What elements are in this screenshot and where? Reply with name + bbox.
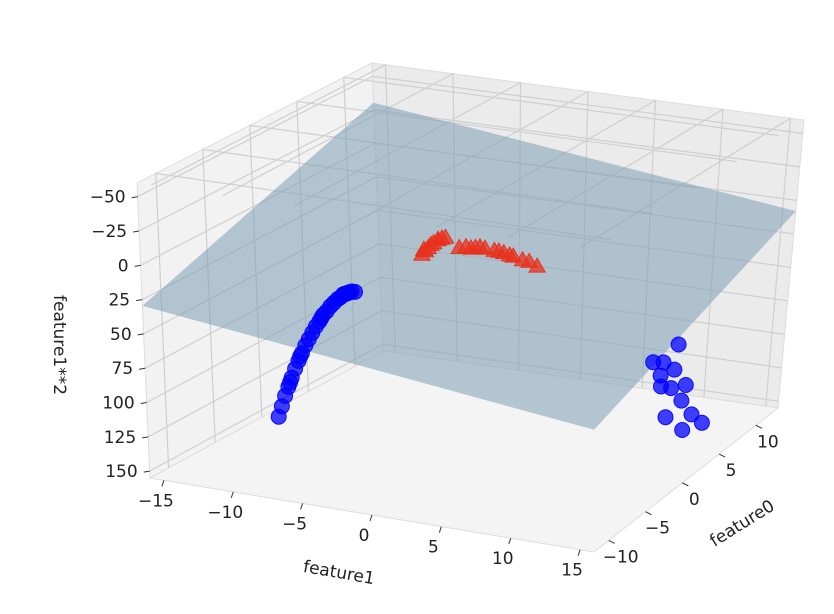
data-point-circle xyxy=(693,414,710,431)
z-tick-label: 0 xyxy=(118,256,129,276)
z-axis-ticks: −50 −25 0 25 50 75 100 125 150 xyxy=(90,188,150,482)
data-point-triangle xyxy=(429,230,448,246)
data-point-circle xyxy=(657,409,674,426)
floor-pane xyxy=(148,350,780,553)
y-tick-mark xyxy=(508,537,512,545)
data-point-triangle xyxy=(489,242,508,258)
z-tick-label: 25 xyxy=(108,291,130,311)
z-tick-mark xyxy=(133,230,140,233)
x-tick-label: −10 xyxy=(603,548,639,568)
y-tick-mark xyxy=(369,514,373,522)
x-tick-mark xyxy=(718,453,726,458)
data-point-circle xyxy=(673,392,690,409)
x-tick-mark xyxy=(755,424,763,429)
data-point-circle xyxy=(282,374,299,391)
z-tick-label: −25 xyxy=(91,222,127,242)
x-tick-label: 0 xyxy=(689,490,700,510)
x-tick-mark xyxy=(682,482,689,487)
z-tick-mark xyxy=(143,470,150,473)
y-tick-mark xyxy=(300,503,304,510)
y-tick-label: −10 xyxy=(207,503,243,523)
data-point-circle xyxy=(683,406,700,423)
z-tick-mark xyxy=(131,196,138,199)
x-tick-label: 10 xyxy=(757,432,779,452)
data-point-circle xyxy=(645,354,662,371)
x-tick-mark xyxy=(608,540,615,544)
data-point-circle xyxy=(292,348,309,365)
z-tick-mark xyxy=(139,367,146,370)
y-axis-label: feature1 xyxy=(302,557,377,589)
data-point-circle xyxy=(670,336,687,353)
z-tick-label: 150 xyxy=(105,462,137,482)
z-tick-label: 100 xyxy=(102,394,134,414)
data-point-triangle xyxy=(414,240,433,256)
z-tick-mark xyxy=(142,436,149,439)
data-point-triangle xyxy=(500,245,519,262)
data-point-triangle xyxy=(462,238,480,255)
x-tick-label: −5 xyxy=(645,519,670,539)
y-tick-label: −5 xyxy=(282,514,307,534)
data-point-circle xyxy=(674,422,691,438)
grid-line-feature1sq xyxy=(137,75,803,198)
z-tick-label: −50 xyxy=(90,188,126,208)
y-tick-label: 10 xyxy=(492,549,514,569)
data-point-circle xyxy=(653,378,669,395)
z-tick-mark xyxy=(137,333,144,336)
data-point-triangle xyxy=(450,238,469,254)
data-point-triangle xyxy=(528,257,547,273)
y-tick-label: 0 xyxy=(359,526,370,546)
z-axis-label: feature1**2 xyxy=(49,295,69,395)
z-tick-mark xyxy=(140,402,147,405)
z-tick-label: 50 xyxy=(110,325,132,345)
x-axis-label: feature0 xyxy=(706,496,778,551)
data-point-circle xyxy=(677,377,694,393)
y-axis-ticks: −15 −10 −5 0 5 10 15 xyxy=(138,480,583,581)
data-point-circle xyxy=(313,310,330,327)
data-points xyxy=(270,228,710,438)
y-tick-label: 5 xyxy=(428,538,439,558)
y-tick-mark xyxy=(161,480,165,487)
x-axis-ticks: −10 −5 0 5 10 xyxy=(603,424,779,568)
x-tick-mark xyxy=(645,511,652,516)
y-tick-mark xyxy=(438,526,442,533)
x-tick-label: 5 xyxy=(726,461,737,481)
z-tick-mark xyxy=(134,264,141,267)
z-tick-label: 75 xyxy=(112,359,134,379)
data-point-circle xyxy=(337,285,354,302)
y-tick-mark xyxy=(577,549,581,556)
y-tick-label: 15 xyxy=(561,561,583,581)
data-point-circle xyxy=(270,408,287,425)
data-point-circle xyxy=(666,361,683,378)
y-tick-mark xyxy=(230,491,234,499)
z-tick-label: 125 xyxy=(104,428,136,448)
y-tick-label: −15 xyxy=(138,491,174,511)
z-tick-mark xyxy=(136,299,143,302)
